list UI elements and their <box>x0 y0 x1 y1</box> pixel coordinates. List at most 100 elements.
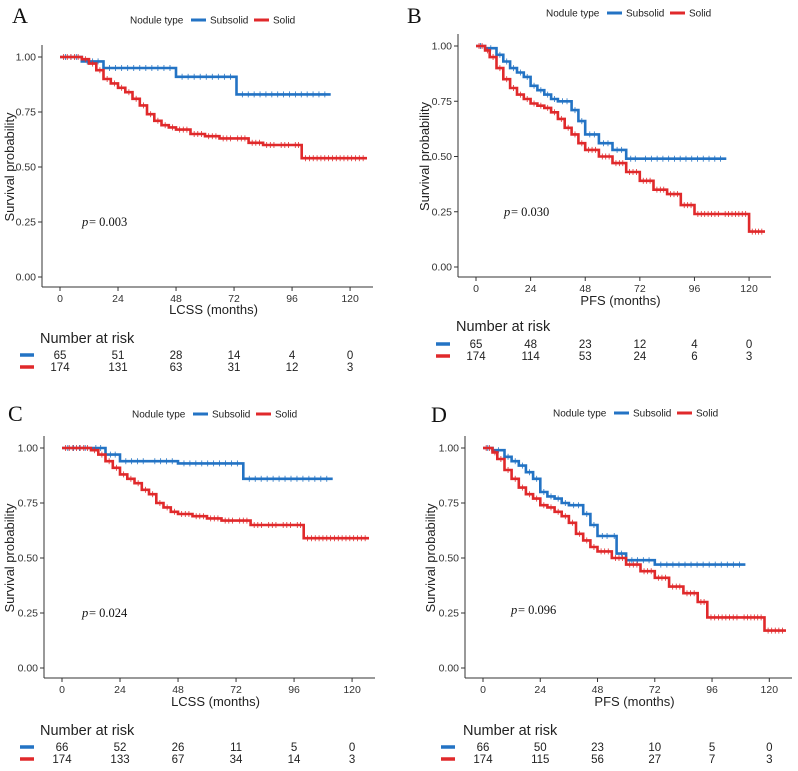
legend-label-solid: Solid <box>689 9 711 20</box>
km-panel-a: A Nodule type Subsolid Solid 0.00 0.25 0.50 0.7… <box>0 0 399 385</box>
risk-table-title: Number at risk <box>40 723 135 739</box>
legend-title: Nodule type <box>546 9 600 20</box>
risk-count-subsolid: 5 <box>709 742 715 754</box>
y-tick-label: 0.75 <box>18 498 39 510</box>
risk-count-solid: 114 <box>521 351 540 363</box>
p-value-text: = 0.003 <box>89 215 127 229</box>
y-tick-label: 1.00 <box>18 443 39 455</box>
km-panel-b: B Nodule type Subsolid Solid 0.00 0.25 0.50 0.7… <box>399 0 798 385</box>
km-panel-c: C Nodule type Subsolid Solid 0.00 0.25 0.50 0.7… <box>0 385 399 771</box>
panel-letter-c: C <box>8 401 23 426</box>
km-chart-b: B Nodule type Subsolid Solid 0.00 0.25 0.50 0.7… <box>407 3 771 363</box>
x-axis-title: PFS (months) <box>580 293 660 308</box>
x-tick-label: 24 <box>112 293 124 305</box>
risk-count-subsolid: 66 <box>56 742 69 754</box>
x-tick-label: 0 <box>57 293 63 305</box>
risk-table-title: Number at risk <box>40 331 135 347</box>
risk-count-solid: 3 <box>766 754 772 766</box>
risk-count-solid: 7 <box>709 754 715 766</box>
x-tick-label: 0 <box>473 283 479 295</box>
x-tick-label: 120 <box>343 684 361 696</box>
km-curve-solid <box>62 446 369 540</box>
risk-count-solid: 24 <box>633 351 646 363</box>
p-value-text: = 0.024 <box>89 606 128 620</box>
risk-count-solid: 34 <box>230 754 243 766</box>
risk-count-solid: 3 <box>347 362 353 374</box>
x-tick-label: 96 <box>706 684 718 696</box>
x-tick-label: 120 <box>740 283 758 295</box>
risk-count-solid: 3 <box>746 351 752 363</box>
y-tick-label: 0.50 <box>439 553 460 565</box>
p-value-text: = 0.096 <box>518 603 556 617</box>
risk-count-subsolid: 66 <box>477 742 490 754</box>
risk-count-subsolid: 4 <box>289 350 296 362</box>
x-tick-label: 120 <box>341 293 359 305</box>
x-tick-label: 24 <box>534 684 546 696</box>
p-value-symbol: p <box>510 603 517 617</box>
risk-count-solid: 174 <box>473 754 493 766</box>
legend-label-solid: Solid <box>275 410 297 421</box>
x-tick-label: 24 <box>114 684 126 696</box>
x-tick-label: 120 <box>761 684 779 696</box>
risk-count-solid: 174 <box>466 351 486 363</box>
x-tick-label: 72 <box>649 684 661 696</box>
km-curve-subsolid <box>476 44 727 160</box>
risk-count-solid: 31 <box>228 362 241 374</box>
legend-label-solid: Solid <box>696 409 718 420</box>
risk-count-subsolid: 5 <box>291 742 297 754</box>
x-tick-label: 48 <box>172 684 184 696</box>
risk-count-solid: 174 <box>52 754 72 766</box>
x-tick-label: 0 <box>59 684 65 696</box>
legend-label-solid: Solid <box>273 16 295 27</box>
x-tick-label: 24 <box>525 283 537 295</box>
km-curve-subsolid <box>62 446 333 481</box>
y-tick-label: 0.25 <box>18 608 39 620</box>
y-axis-title: Survival probability <box>2 112 17 222</box>
km-panel-d: D Nodule type Subsolid Solid 0.00 0.25 0.50 0.7… <box>399 385 798 771</box>
y-axis-title: Survival probability <box>2 503 17 613</box>
x-tick-label: 72 <box>228 293 240 305</box>
legend-label-subsolid: Subsolid <box>633 409 671 420</box>
x-tick-label: 96 <box>286 293 298 305</box>
risk-count-solid: 131 <box>108 362 127 374</box>
risk-table-title: Number at risk <box>463 723 558 739</box>
y-tick-label: 0.75 <box>16 107 37 119</box>
risk-count-subsolid: 65 <box>470 339 483 351</box>
risk-count-subsolid: 23 <box>579 339 592 351</box>
legend-label-subsolid: Subsolid <box>212 410 250 421</box>
km-chart-a: A Nodule type Subsolid Solid 0.00 0.25 0.50 0.7… <box>2 3 373 374</box>
p-value-text: = 0.030 <box>511 205 549 219</box>
risk-count-solid: 27 <box>648 754 661 766</box>
risk-count-solid: 133 <box>110 754 129 766</box>
risk-count-subsolid: 52 <box>114 742 127 754</box>
x-axis-title: PFS (months) <box>594 694 674 709</box>
km-curve-solid <box>476 44 765 233</box>
risk-count-subsolid: 23 <box>591 742 604 754</box>
risk-table-title: Number at risk <box>456 319 551 335</box>
legend-label-subsolid: Subsolid <box>210 16 248 27</box>
risk-count-solid: 3 <box>349 754 355 766</box>
km-curve-subsolid <box>483 446 746 566</box>
risk-count-subsolid: 11 <box>230 742 242 754</box>
y-tick-label: 1.00 <box>439 443 460 455</box>
x-axis-title: LCSS (months) <box>171 694 260 709</box>
risk-count-subsolid: 0 <box>746 339 752 351</box>
km-chart-d: D Nodule type Subsolid Solid 0.00 0.25 0.50 0.7… <box>423 402 792 766</box>
risk-count-solid: 67 <box>172 754 185 766</box>
x-axis-title: LCSS (months) <box>169 302 258 317</box>
risk-count-solid: 56 <box>591 754 604 766</box>
risk-count-solid: 63 <box>170 362 183 374</box>
risk-count-solid: 115 <box>531 754 549 766</box>
panel-letter-d: D <box>431 402 447 427</box>
y-tick-label: 0.25 <box>16 217 37 229</box>
y-tick-label: 1.00 <box>16 52 37 64</box>
x-tick-label: 96 <box>288 684 300 696</box>
y-tick-label: 0.50 <box>432 151 453 163</box>
x-tick-label: 48 <box>579 283 591 295</box>
risk-count-subsolid: 48 <box>524 339 537 351</box>
risk-count-subsolid: 12 <box>633 339 646 351</box>
risk-count-subsolid: 0 <box>766 742 772 754</box>
p-value-symbol: p <box>81 606 88 620</box>
y-tick-label: 0.50 <box>16 162 37 174</box>
y-tick-label: 0.00 <box>18 663 39 675</box>
